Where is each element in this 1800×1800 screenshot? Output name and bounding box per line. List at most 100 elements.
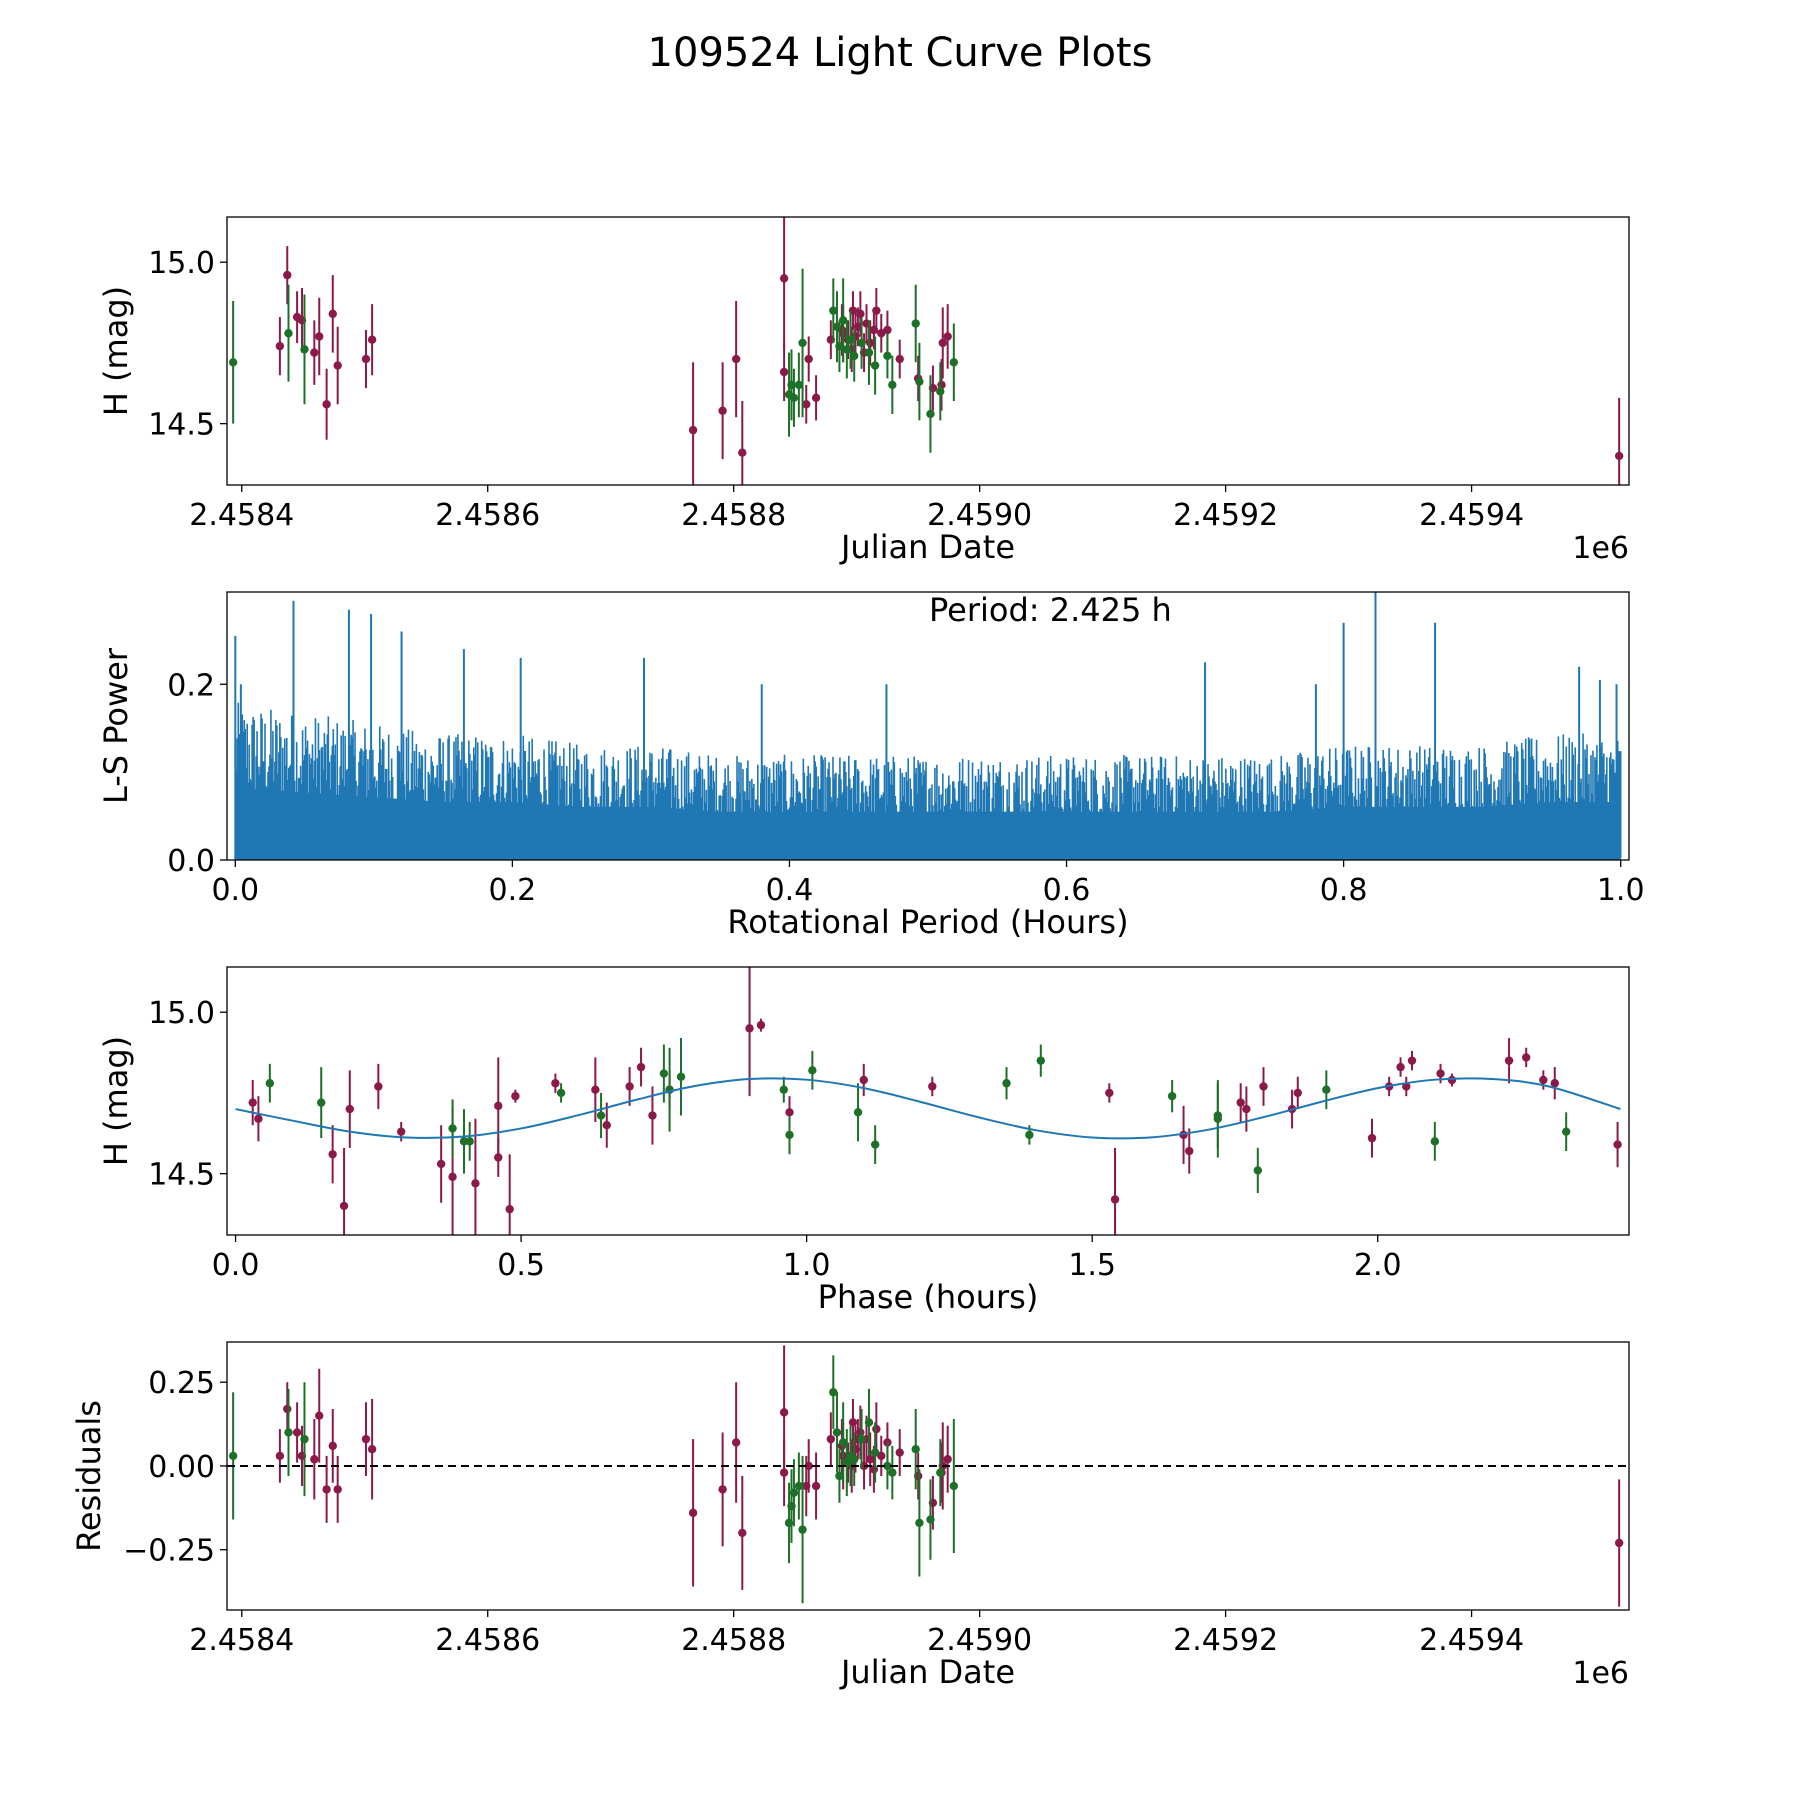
data-point (315, 1411, 324, 1420)
data-point (928, 1082, 937, 1091)
data-point (328, 1150, 337, 1159)
data-point (300, 345, 309, 354)
phase-fold-panel: 0.0 0.5 1.0 1.5 2.0 14.5 15.0 Phase (hours) H (m… (97, 966, 1630, 1316)
x-tick-label: 2.4594 (1419, 1623, 1524, 1658)
x-tick-label: 2.4594 (1419, 498, 1524, 533)
data-point (826, 1434, 836, 1444)
figure-title: 109524 Light Curve Plots (648, 30, 1153, 76)
data-point (829, 306, 838, 315)
series-purple (248, 967, 1622, 1235)
data-point (785, 1108, 794, 1117)
data-point (505, 1204, 514, 1214)
data-point (895, 1448, 904, 1457)
data-point (838, 1438, 848, 1447)
data-point (1025, 1130, 1034, 1140)
data-point (1253, 1166, 1262, 1175)
data-point (283, 270, 292, 280)
data-point (361, 354, 371, 364)
data-point (1293, 1088, 1302, 1098)
data-point (1242, 1104, 1251, 1114)
data-point (248, 1098, 257, 1107)
data-point (857, 338, 866, 348)
data-point (895, 354, 904, 364)
plot-area (234, 592, 1622, 860)
data-point (1561, 1127, 1571, 1136)
data-point (551, 1079, 560, 1088)
y-tick-label: 14.5 (148, 1158, 215, 1193)
data-point (804, 1461, 813, 1471)
x-tick-label: 1.0 (1597, 873, 1645, 908)
axes-frame (226, 591, 1630, 861)
data-point (275, 341, 285, 351)
data-point (284, 1428, 293, 1437)
data-point (596, 1111, 606, 1120)
data-point (832, 1428, 842, 1437)
x-axis-label: Rotational Period (Hours) (727, 903, 1128, 941)
data-point (1614, 1538, 1624, 1548)
data-point (345, 1104, 354, 1114)
data-point (1105, 1088, 1114, 1098)
x-tick-label: 2.4586 (435, 498, 540, 533)
data-point (1367, 1133, 1377, 1143)
data-point (1110, 1195, 1120, 1204)
x-tick-label: 2.0 (1354, 1248, 1402, 1283)
y-tick-label: 0.25 (148, 1366, 215, 1401)
data-point (1036, 1056, 1045, 1065)
x-tick-label: 1.5 (1068, 1248, 1116, 1283)
x-tick-label: 0.5 (497, 1248, 545, 1283)
data-point (949, 1481, 959, 1491)
data-point (870, 1448, 880, 1457)
data-point (1614, 451, 1624, 461)
data-point (591, 1085, 600, 1094)
axes-frame (226, 966, 1630, 1236)
data-point (328, 1441, 337, 1451)
data-point (864, 348, 874, 357)
data-point (602, 1121, 611, 1130)
data-point (1436, 1069, 1445, 1078)
series-purple (275, 217, 1624, 485)
data-point (808, 1066, 817, 1075)
data-point (310, 1455, 319, 1464)
series-green (228, 268, 959, 453)
data-point (688, 425, 698, 435)
y-tick-label: 15.0 (148, 996, 215, 1031)
data-point (1504, 1056, 1514, 1065)
data-point (857, 1434, 866, 1444)
data-point (911, 319, 920, 328)
x-offset-label: 1e6 (1572, 531, 1629, 566)
residuals-panel: 2.4584 2.4586 2.4588 2.4590 2.4592 2.4594 0.25… (70, 1341, 1630, 1691)
data-point (465, 1137, 474, 1146)
data-point (859, 1075, 868, 1085)
model-fit-line (235, 1077, 1621, 1140)
data-point (556, 1088, 566, 1098)
x-tick-label: 2.4586 (435, 1623, 540, 1658)
data-point (872, 1424, 881, 1434)
data-point (448, 1172, 457, 1182)
plot-area (227, 1345, 1629, 1607)
data-point (798, 1525, 807, 1534)
data-point (322, 400, 331, 409)
x-tick-label: 0.6 (1043, 873, 1091, 908)
data-point (1236, 1098, 1245, 1107)
data-point (811, 1481, 821, 1491)
data-point (292, 1428, 302, 1437)
x-tick-label: 2.4590 (927, 498, 1032, 533)
data-point (731, 1438, 741, 1447)
data-point (779, 1468, 789, 1477)
plot-area (235, 967, 1622, 1235)
data-point (315, 332, 324, 341)
data-point (936, 1468, 945, 1477)
data-point (284, 329, 293, 338)
data-point (883, 1461, 892, 1471)
x-tick-label: 0.0 (211, 873, 259, 908)
y-tick-label: 0.0 (167, 844, 215, 879)
data-point (779, 274, 789, 283)
data-point (1407, 1056, 1417, 1065)
data-point (367, 335, 377, 344)
data-point (1430, 1137, 1440, 1146)
y-tick-label: 15.0 (148, 246, 215, 281)
data-point (1539, 1075, 1548, 1085)
x-tick-label: 0.0 (212, 1248, 260, 1283)
data-point (659, 1069, 669, 1078)
data-point (317, 1098, 326, 1107)
